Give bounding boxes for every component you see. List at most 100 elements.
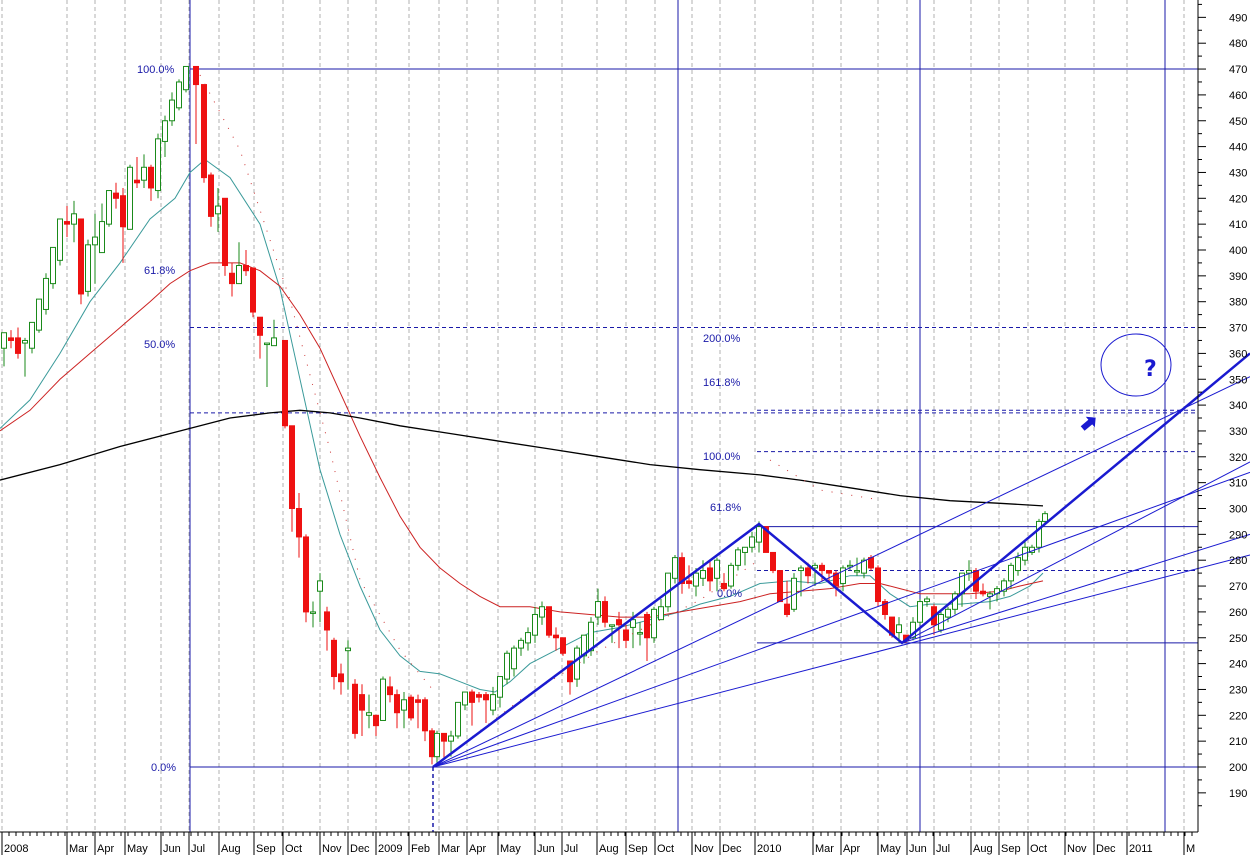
- x-tick-label: Apr: [97, 843, 114, 855]
- candle: [1, 332, 7, 367]
- candle: [289, 425, 295, 532]
- candle: [120, 187, 126, 263]
- y-tick-label: 270: [1229, 581, 1247, 593]
- y-tick-label: 320: [1229, 452, 1247, 464]
- x-tick-label: May: [880, 843, 901, 855]
- candle: [176, 79, 182, 111]
- candle: [155, 133, 161, 199]
- candle: [352, 679, 358, 739]
- dotted-trace: [769, 459, 881, 501]
- y-tick-label: 260: [1229, 607, 1247, 619]
- candle: [193, 65, 199, 145]
- x-tick-label: Sep: [628, 843, 648, 855]
- candle: [162, 115, 168, 157]
- y-tick-label: 430: [1229, 167, 1247, 179]
- x-tick-label: Mar: [69, 843, 88, 855]
- candle: [511, 645, 517, 677]
- y-tick-label: 230: [1229, 684, 1247, 696]
- y-tick-label: 360: [1229, 348, 1247, 360]
- candle: [1036, 518, 1042, 553]
- candle: [987, 591, 993, 610]
- candle: [483, 692, 489, 724]
- x-tick-label: Jun: [909, 843, 927, 855]
- x-tick-label: Sep: [1001, 843, 1021, 855]
- candle: [595, 588, 601, 625]
- candle: [22, 337, 28, 377]
- y-tick-label: 440: [1229, 142, 1247, 154]
- candle: [469, 689, 475, 726]
- candle: [408, 694, 414, 721]
- candle: [462, 691, 468, 711]
- candle: [229, 262, 235, 297]
- candle: [679, 552, 685, 594]
- x-tick-label: Nov: [1067, 843, 1087, 855]
- candle: [721, 573, 727, 592]
- candle: [429, 728, 435, 765]
- y-tick-label: 390: [1229, 271, 1247, 283]
- candle: [415, 694, 421, 729]
- x-tick-label: Jul: [936, 843, 950, 855]
- x-tick-label: Mar: [815, 843, 834, 855]
- y-tick-label: 470: [1229, 64, 1247, 76]
- fib1-label-100: 100.0%: [137, 64, 175, 76]
- candle: [380, 676, 386, 721]
- x-tick-label: Nov: [694, 843, 714, 855]
- x-tick-label: Jul: [564, 843, 578, 855]
- candle: [422, 697, 428, 742]
- x-tick-label: May: [127, 843, 148, 855]
- candle: [57, 218, 63, 266]
- candle: [394, 689, 400, 729]
- candle: [553, 627, 559, 651]
- y-tick-label: 190: [1229, 788, 1247, 800]
- candle: [777, 570, 783, 603]
- y-tick-label: 240: [1229, 659, 1247, 671]
- x-tick-label: Aug: [221, 843, 241, 855]
- candle: [366, 694, 372, 729]
- candle: [931, 604, 937, 636]
- candle: [317, 573, 323, 623]
- candle: [707, 560, 713, 592]
- y-tick-label: 460: [1229, 90, 1247, 102]
- dotted-trace: [199, 74, 434, 691]
- x-tick-label: Oct: [1030, 843, 1047, 855]
- x-tick-label: Aug: [973, 843, 993, 855]
- x-tick-label: 2008: [4, 843, 28, 855]
- candle: [71, 200, 77, 243]
- trend-annotations: [199, 74, 1250, 769]
- candle: [78, 218, 84, 305]
- y-tick-label: 490: [1229, 12, 1247, 24]
- candle: [43, 273, 49, 315]
- y-tick-label: 340: [1229, 400, 1247, 412]
- up-right-arrow-icon: [1080, 416, 1096, 431]
- candle: [882, 598, 888, 620]
- y-tick-label: 210: [1229, 736, 1247, 748]
- candle: [539, 601, 545, 625]
- candle: [303, 534, 309, 623]
- candle: [574, 645, 580, 687]
- candle: [324, 606, 330, 651]
- y-tick-label: 310: [1229, 478, 1247, 490]
- x-tick-label: Aug: [599, 843, 619, 855]
- candle: [735, 547, 741, 571]
- candle: [728, 562, 734, 589]
- x-tick-label: Jun: [537, 843, 555, 855]
- y-tick-label: 250: [1229, 633, 1247, 645]
- x-tick-label: Sep: [256, 843, 276, 855]
- x-tick-label: May: [500, 843, 521, 855]
- candle: [331, 637, 337, 690]
- x-tick-label: Mar: [441, 843, 460, 855]
- y-tick-label: 350: [1229, 374, 1247, 386]
- candle: [497, 676, 503, 708]
- candle: [651, 606, 657, 643]
- candle: [490, 686, 496, 716]
- candle: [532, 606, 538, 643]
- y-tick-label: 450: [1229, 116, 1247, 128]
- candle: [36, 298, 42, 333]
- candle: [896, 617, 902, 643]
- candle: [85, 239, 91, 297]
- y-tick-label: 420: [1229, 193, 1247, 205]
- x-axis-date-scale: 2008 Mar Apr May Jun Jul Aug Sep Oct Nov Dec 2009 Fe…: [0, 831, 1198, 855]
- candle: [875, 565, 881, 607]
- candle: [980, 583, 986, 597]
